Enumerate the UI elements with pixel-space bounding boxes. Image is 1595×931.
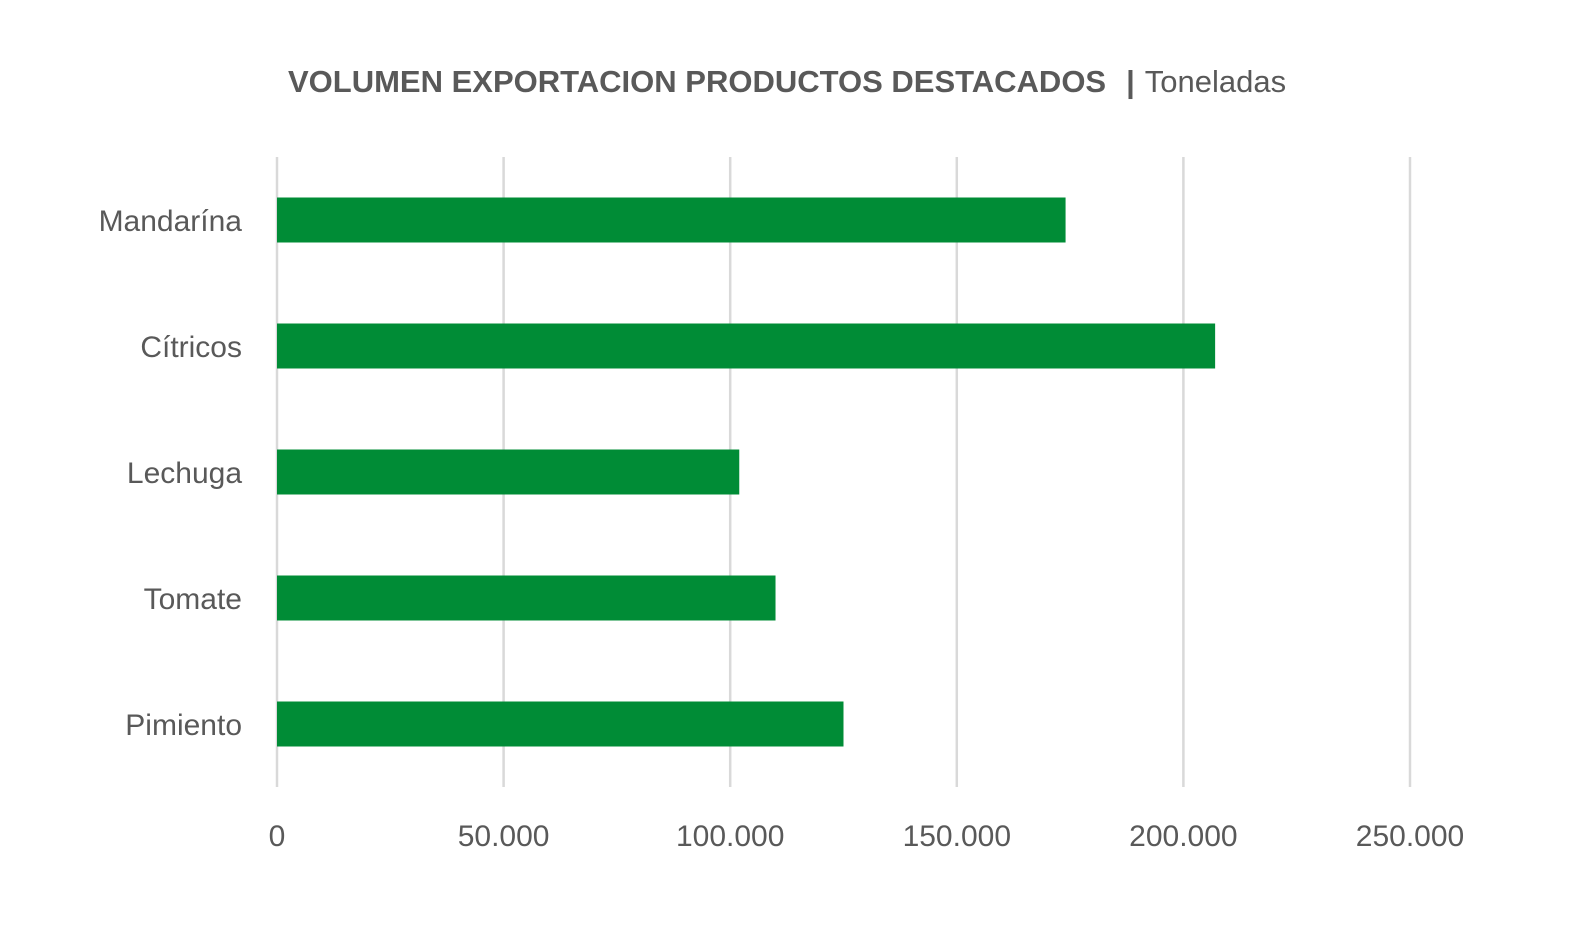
x-tick-label: 0 [269, 820, 286, 853]
category-label: Pimiento [125, 709, 242, 742]
category-label: Tomate [144, 583, 242, 616]
x-tick-label: 50.000 [458, 820, 550, 853]
bar [277, 701, 844, 747]
chart-title-main: VOLUMEN EXPORTACION PRODUCTOS DESTACADOS [288, 64, 1106, 99]
category-label: Lechuga [127, 457, 242, 490]
bar [277, 449, 740, 495]
category-label: Cítricos [140, 331, 242, 364]
chart-subtitle: Toneladas [1145, 64, 1286, 99]
bars [277, 197, 1216, 747]
x-tick-label: 150.000 [903, 820, 1011, 853]
chart-title-separator: | [1126, 64, 1135, 99]
x-tick-labels: 0 50.000 100.000 150.000 200.000 250.000 [269, 820, 1465, 853]
bar [277, 575, 776, 621]
bar [277, 323, 1216, 369]
bar [277, 197, 1066, 243]
x-tick-label: 100.000 [676, 820, 784, 853]
category-label: Mandarína [99, 205, 243, 238]
x-tick-label: 200.000 [1129, 820, 1237, 853]
x-tick-label: 250.000 [1356, 820, 1464, 853]
category-labels: Mandarína Cítricos Lechuga Tomate Pimiento [99, 205, 243, 742]
chart-title: VOLUMEN EXPORTACION PRODUCTOS DESTACADOS… [288, 64, 1286, 99]
